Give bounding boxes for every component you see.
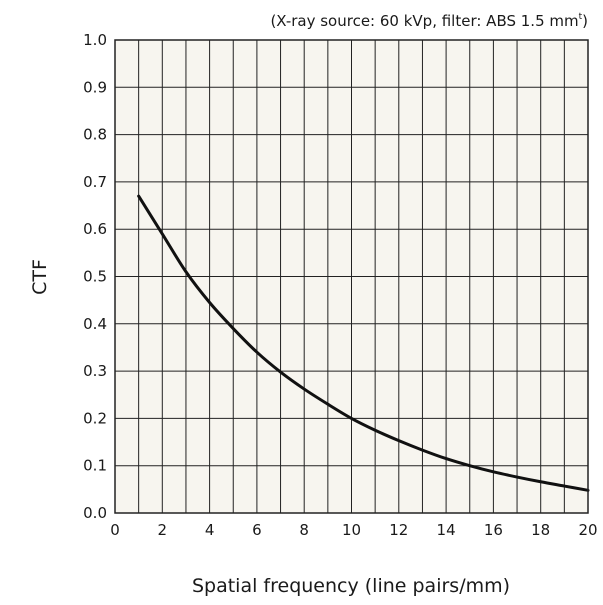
y-tick-label: 0.3 xyxy=(83,362,107,380)
x-tick-label: 10 xyxy=(342,521,361,539)
x-tick-label: 4 xyxy=(205,521,215,539)
y-tick-label: 0.2 xyxy=(83,409,107,427)
x-tick-label: 12 xyxy=(389,521,408,539)
x-tick-label: 14 xyxy=(437,521,456,539)
y-tick-label: 0.4 xyxy=(83,315,107,333)
x-tick-label: 0 xyxy=(110,521,120,539)
grid-lines xyxy=(115,40,588,513)
y-tick-labels: 0.0 0.1 0.2 0.3 0.4 0.5 0.6 0.7 0.8 0.9 1.0 xyxy=(83,31,107,522)
x-tick-label: 8 xyxy=(299,521,309,539)
y-tick-label: 0.0 xyxy=(83,504,107,522)
source-annotation: (X-ray source: 60 kVp, filter: ABS 1.5 m… xyxy=(270,12,588,30)
y-tick-label: 0.9 xyxy=(83,78,107,96)
y-tick-label: 0.1 xyxy=(83,457,107,475)
x-tick-label: 20 xyxy=(578,521,597,539)
y-axis-label: CTF xyxy=(29,259,51,295)
x-tick-label: 18 xyxy=(531,521,550,539)
y-tick-label: 0.5 xyxy=(83,268,107,286)
annotation-superscript: t xyxy=(579,12,583,22)
x-tick-label: 2 xyxy=(158,521,168,539)
x-axis-label: Spatial frequency (line pairs/mm) xyxy=(192,575,510,597)
y-tick-label: 0.8 xyxy=(83,126,107,144)
x-tick-labels: 0 2 4 6 8 10 12 14 16 18 20 xyxy=(110,521,597,539)
y-tick-label: 1.0 xyxy=(83,31,107,49)
ctf-curve xyxy=(137,194,590,492)
y-tick-label: 0.6 xyxy=(83,220,107,238)
x-tick-label: 6 xyxy=(252,521,262,539)
plot-frame xyxy=(114,39,589,514)
annotation-main: (X-ray source: 60 kVp, filter: ABS 1.5 m… xyxy=(270,12,578,30)
y-tick-label: 0.7 xyxy=(83,173,107,191)
x-tick-label: 16 xyxy=(484,521,503,539)
annotation-close: ) xyxy=(582,12,588,30)
